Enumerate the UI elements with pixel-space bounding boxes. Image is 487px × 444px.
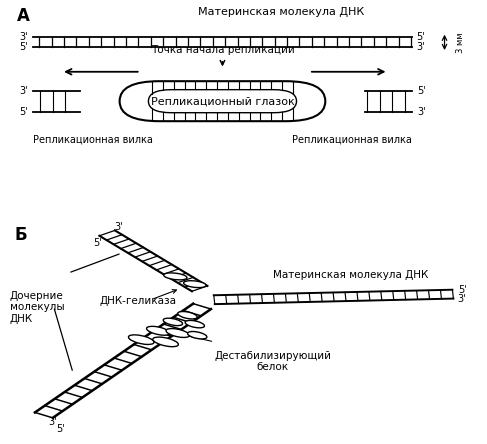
- Ellipse shape: [129, 335, 154, 345]
- Text: Точка начала репликации: Точка начала репликации: [150, 45, 294, 56]
- Text: 3': 3': [416, 42, 425, 52]
- Ellipse shape: [184, 281, 206, 288]
- Text: А: А: [17, 7, 30, 25]
- Text: 5': 5': [19, 42, 27, 52]
- Text: 5': 5': [94, 238, 102, 248]
- Ellipse shape: [153, 337, 178, 347]
- Text: 3': 3': [114, 222, 123, 232]
- Text: 5': 5': [56, 424, 65, 434]
- Ellipse shape: [178, 312, 197, 319]
- Ellipse shape: [187, 332, 207, 339]
- Ellipse shape: [164, 273, 187, 280]
- Ellipse shape: [147, 326, 170, 335]
- Text: 3': 3': [19, 86, 27, 95]
- Text: 5': 5': [458, 285, 467, 295]
- FancyBboxPatch shape: [149, 90, 297, 113]
- Text: Дочерние
молекулы
ДНК: Дочерние молекулы ДНК: [10, 291, 64, 324]
- Text: Репликационная вилка: Репликационная вилка: [33, 134, 153, 144]
- Text: 3': 3': [49, 417, 57, 428]
- Text: Репликационный глазок: Репликационный глазок: [150, 96, 294, 106]
- Ellipse shape: [166, 329, 189, 337]
- Ellipse shape: [185, 321, 205, 328]
- Text: 3': 3': [417, 107, 426, 117]
- Text: Репликационная вилка: Репликационная вилка: [292, 134, 412, 144]
- Text: Материнская молекула ДНК: Материнская молекула ДНК: [273, 270, 428, 280]
- Text: 5': 5': [416, 32, 425, 42]
- Text: Дестабилизирующий
белок: Дестабилизирующий белок: [214, 351, 331, 373]
- Text: 3': 3': [458, 293, 467, 304]
- Text: Б: Б: [15, 226, 27, 245]
- Text: Материнская молекула ДНК: Материнская молекула ДНК: [198, 7, 364, 17]
- Text: 3': 3': [19, 32, 27, 42]
- Text: ДНК-геликаза: ДНК-геликаза: [100, 296, 177, 306]
- Text: 3 мм: 3 мм: [456, 32, 465, 52]
- Text: 5': 5': [417, 86, 426, 95]
- Text: 5': 5': [19, 107, 27, 117]
- Ellipse shape: [163, 318, 183, 325]
